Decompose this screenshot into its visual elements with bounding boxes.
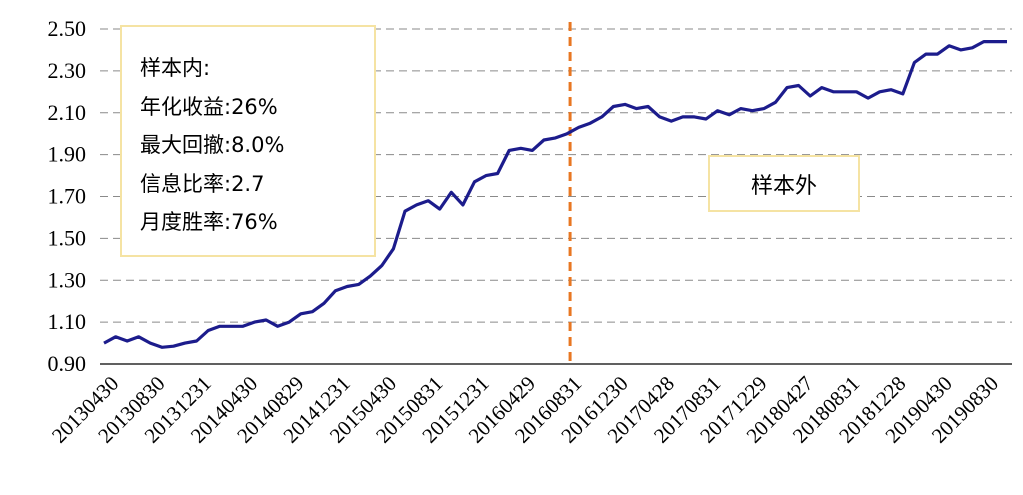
y-tick-label: 1.70 bbox=[48, 184, 87, 209]
y-tick-label: 0.90 bbox=[48, 351, 87, 376]
annual-return: 年化收益:26% bbox=[140, 94, 278, 119]
series-line bbox=[103, 39, 1007, 349]
x-axis-ticks: 2013043020130830201312312014043020140829… bbox=[47, 371, 1003, 447]
out-of-sample-label: 样本外 bbox=[708, 155, 860, 212]
y-axis-ticks: 0.90 1.10 1.30 1.50 1.70 1.90 2.10 2.30 2.50 bbox=[48, 16, 87, 376]
y-tick-label: 1.30 bbox=[48, 267, 87, 292]
y-tick-label: 2.10 bbox=[48, 100, 87, 125]
max-drawdown: 最大回撤:8.0% bbox=[140, 133, 285, 157]
information-ratio: 信息比率:2.7 bbox=[140, 171, 265, 196]
y-tick-label: 1.10 bbox=[48, 309, 87, 334]
y-tick-label: 1.90 bbox=[48, 142, 87, 167]
in-sample-annotation: 样本内: 年化收益:26% 最大回撤:8.0% 信息比率:2.7 月度胜率:76… bbox=[120, 25, 376, 257]
y-tick-label: 2.30 bbox=[48, 58, 87, 83]
monthly-win-rate: 月度胜率:76% bbox=[140, 210, 278, 234]
series-layer bbox=[103, 39, 1007, 349]
gridlines bbox=[100, 28, 1012, 323]
y-tick-label: 2.50 bbox=[48, 16, 87, 41]
in-sample-title: 样本内: bbox=[140, 56, 211, 80]
y-tick-label: 1.50 bbox=[48, 225, 87, 250]
